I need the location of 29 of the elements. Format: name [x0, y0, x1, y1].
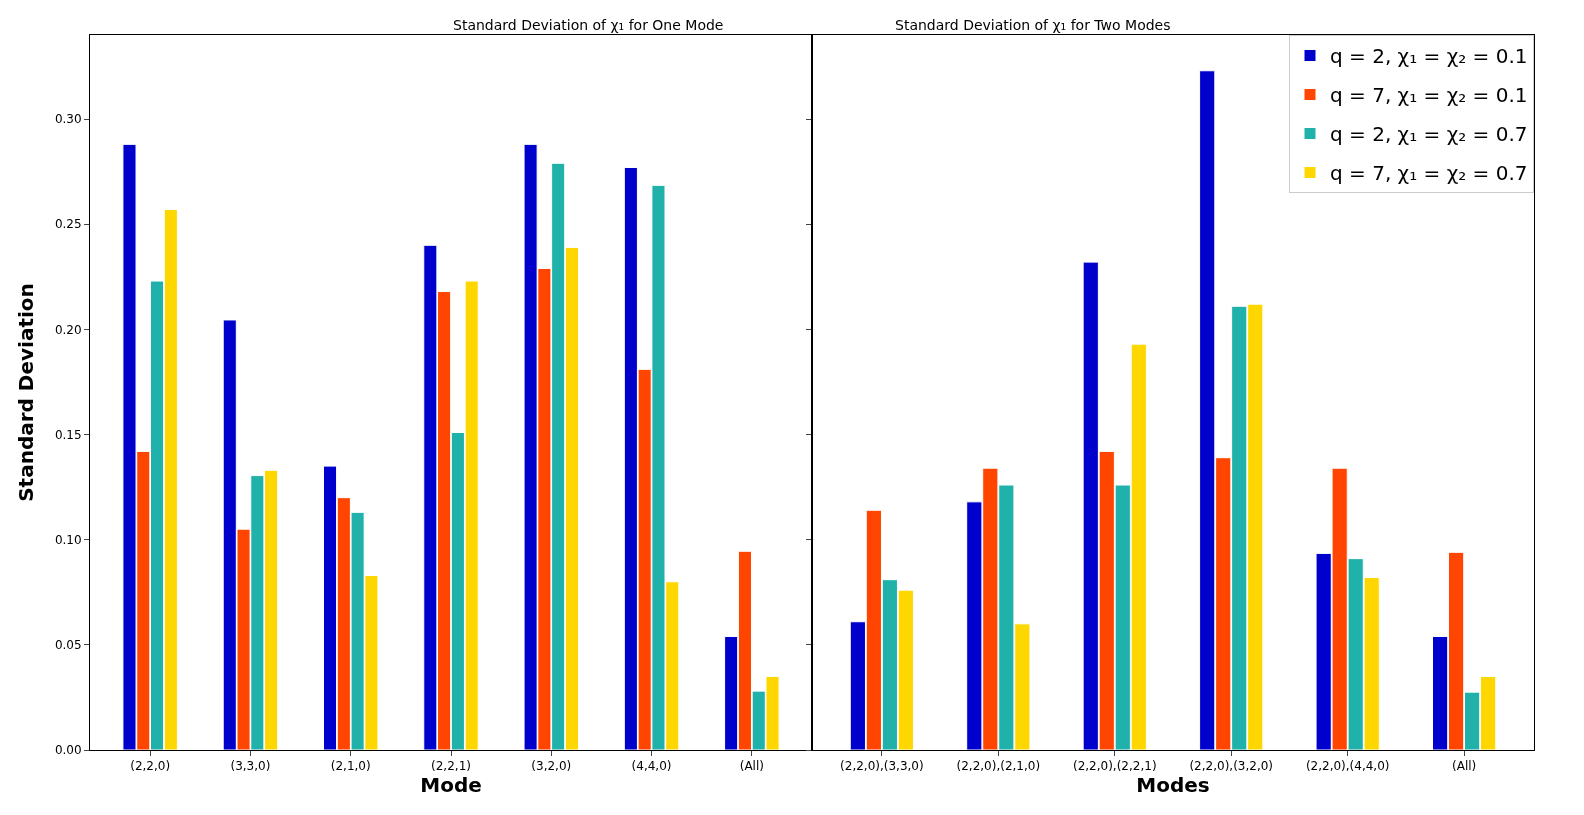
legend-label: q = 2, χ₁ = χ₂ = 0.1 [1330, 44, 1528, 69]
legend-label: q = 7, χ₁ = χ₂ = 0.7 [1330, 161, 1528, 186]
y-tick-label: 0.25 [54, 217, 82, 232]
y-tick-label: 0.15 [54, 427, 82, 442]
x-tick-label: (4,4,0) [631, 759, 672, 774]
x-axis-title: Modes [1136, 773, 1210, 798]
x-tick-label: (2,2,0),(3,3,0) [840, 759, 924, 774]
chart-title: Standard Deviation of χ₁ for One Mode [453, 17, 724, 33]
y-axis-title: Standard Deviation [14, 283, 39, 502]
x-tick-label: (2,2,0),(2,2,1) [1072, 759, 1157, 774]
y-tick-label: 0.20 [54, 322, 82, 337]
x-tick-label: (2,2,0) [130, 759, 171, 774]
x-tick-label: (All) [1452, 759, 1477, 774]
x-tick-label: (2,1,0) [330, 759, 371, 774]
y-tick-label: 0.10 [54, 532, 82, 547]
legend-label: q = 7, χ₁ = χ₂ = 0.1 [1330, 83, 1528, 108]
y-tick-label: 0.30 [54, 112, 82, 127]
x-axis-title: Mode [420, 773, 482, 798]
legend-label: q = 2, χ₁ = χ₂ = 0.7 [1330, 122, 1528, 147]
x-tick-label: (3,2,0) [531, 759, 572, 774]
x-tick-label: (3,3,0) [230, 759, 271, 774]
y-tick-label: 0.05 [54, 638, 82, 653]
chart-title: Standard Deviation of χ₁ for Two Modes [895, 17, 1171, 33]
x-tick-label: (2,2,0),(4,4,0) [1305, 759, 1390, 774]
y-tick-label: 0.00 [54, 743, 82, 758]
x-tick-label: (2,2,0),(2,1,0) [956, 759, 1041, 774]
x-tick-label: (2,2,1) [431, 759, 471, 774]
x-tick-label: (2,2,0),(3,2,0) [1189, 759, 1274, 774]
x-tick-label: (All) [739, 759, 764, 774]
